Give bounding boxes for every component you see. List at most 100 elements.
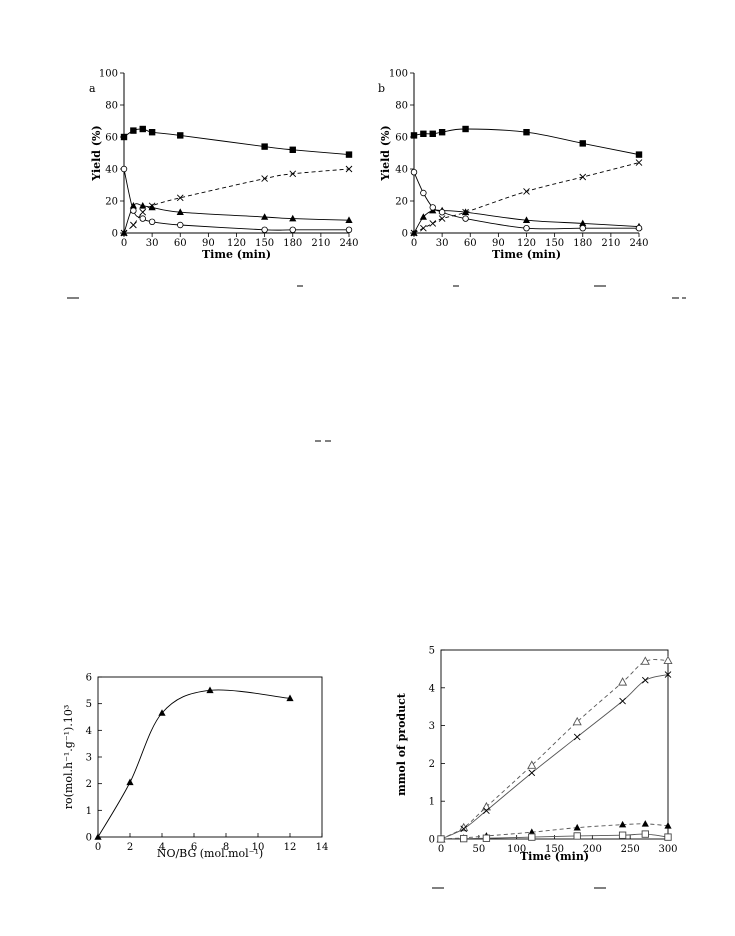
data-point-square-filled (289, 146, 296, 153)
data-point-square-filled (462, 125, 469, 133)
chart-panel-a: 0 30 60 90 120 150 180 210 240 0 20 40 60 80 100 Time (… (89, 69, 359, 262)
data-point-triangle-filled (139, 202, 147, 209)
x-tick-label: 50 (472, 844, 485, 855)
data-point-triangle-open (572, 716, 582, 726)
x-tick-label: 240 (629, 238, 648, 249)
y-tick-label: 40 (105, 165, 118, 176)
y-axis-title: Yield (%) (90, 125, 103, 181)
data-point-cross (420, 224, 427, 232)
y-tick-label: 0 (86, 833, 92, 844)
data-point-cross (619, 697, 626, 705)
series-line-0 (97, 689, 291, 838)
x-axis-title: Time (min) (520, 850, 589, 863)
data-point-circle-open (148, 218, 156, 225)
panel-label: a (89, 82, 96, 95)
data-point-cross (438, 215, 446, 222)
data-point-triangle-filled (528, 828, 536, 835)
data-point-circle-open (579, 224, 586, 232)
x-tick-label: 180 (283, 238, 302, 249)
data-point-cross (176, 194, 184, 202)
data-point-square-open (460, 834, 468, 843)
data-point-triangle-filled (664, 821, 672, 829)
x-tick-label: 6 (191, 842, 197, 853)
data-point-cross (120, 229, 128, 237)
y-tick-label: 60 (105, 133, 118, 144)
data-point-triangle-filled (619, 820, 627, 828)
plot-frame (440, 649, 669, 840)
y-tick-label: 100 (99, 69, 118, 80)
y-tick-label: 20 (395, 197, 408, 208)
data-point-triangle-filled (573, 823, 581, 831)
y-tick-label: 2 (86, 779, 92, 790)
data-point-square-open (664, 833, 672, 841)
data-point-circle-open (345, 226, 353, 233)
x-axis-title: Time (min) (492, 248, 561, 261)
data-point-square-filled (261, 143, 268, 150)
data-point-cross (579, 173, 587, 181)
y-tick-label: 0 (402, 229, 408, 240)
data-point-square-filled (345, 151, 353, 158)
x-axis-title: NO/BG (mol.mol⁻¹) (157, 847, 263, 860)
x-tick-label: 30 (146, 238, 159, 249)
x-tick-label: 200 (583, 844, 602, 855)
y-tick-label: 4 (86, 726, 92, 737)
x-tick-label: 0 (411, 238, 417, 249)
data-point-circle-open (120, 165, 128, 173)
data-point-triangle-filled (148, 203, 156, 211)
y-tick-label: 100 (389, 69, 408, 80)
data-point-square-open (482, 834, 491, 842)
data-point-cross (462, 208, 469, 216)
data-point-cross (148, 202, 156, 210)
data-point-triangle-filled (579, 219, 587, 227)
series-line-2 (123, 168, 349, 231)
data-point-triangle-filled (261, 213, 269, 220)
data-point-triangle-filled (129, 202, 137, 209)
y-tick-label: 5 (86, 699, 92, 710)
data-point-triangle-open (618, 677, 628, 686)
data-point-circle-open (410, 168, 418, 176)
data-point-triangle-open (527, 760, 537, 769)
data-point-circle-open (261, 226, 268, 233)
x-tick-label: 90 (492, 238, 505, 249)
data-point-square-filled (438, 129, 446, 136)
x-tick-label: 8 (223, 842, 229, 853)
y-tick-label: 40 (395, 165, 408, 176)
x-tick-label: 300 (658, 844, 677, 855)
y-tick-label: 80 (105, 101, 118, 112)
y-tick-label: 3 (429, 721, 435, 732)
data-point-square-filled (177, 132, 184, 139)
data-point-triangle-open (640, 656, 650, 665)
data-point-cross (573, 733, 581, 741)
data-point-triangle-filled (126, 778, 134, 786)
y-axis-title: ro(mol.h⁻¹.g⁻¹).10³ (62, 705, 75, 810)
x-tick-label: 14 (316, 842, 329, 853)
x-tick-label: 60 (464, 238, 477, 249)
data-point-triangle-filled (94, 833, 102, 840)
data-point-cross (523, 188, 530, 195)
data-point-triangle-filled (286, 694, 294, 702)
x-tick-label: 4 (159, 842, 165, 853)
data-point-square-filled (429, 130, 436, 137)
data-point-cross (664, 671, 672, 678)
data-point-cross (483, 807, 490, 814)
data-point-circle-open (429, 204, 436, 211)
data-point-square-filled (635, 151, 643, 158)
data-point-circle-open (523, 224, 530, 232)
x-tick-label: 10 (252, 842, 265, 853)
data-point-circle-open (635, 224, 643, 232)
series-line-3 (123, 168, 350, 234)
y-tick-label: 80 (395, 101, 408, 112)
data-point-circle-open (462, 215, 469, 222)
panel-label: b (378, 82, 385, 95)
x-tick-label: 180 (573, 238, 592, 249)
chart-panel-b: 0 30 60 90 120 150 180 210 240 0 20 40 60 80 100 Time (… (378, 69, 649, 262)
data-point-cross (528, 769, 536, 777)
y-tick-label: 1 (86, 806, 92, 817)
data-point-square-filled (120, 133, 128, 141)
data-point-cross (261, 175, 268, 182)
data-point-triangle-filled (419, 213, 427, 220)
x-tick-label: 210 (311, 238, 330, 249)
data-point-triangle-filled (176, 208, 184, 215)
x-tick-label: 12 (284, 842, 297, 853)
